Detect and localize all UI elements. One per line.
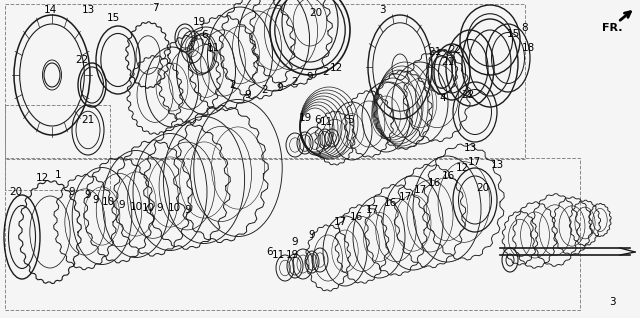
Text: 16: 16 (349, 212, 363, 222)
Text: 17: 17 (365, 205, 379, 215)
Text: 22: 22 (449, 45, 461, 55)
Text: 8: 8 (522, 23, 528, 33)
Text: 9: 9 (68, 187, 76, 197)
Text: 12: 12 (35, 173, 49, 183)
Text: 22: 22 (76, 55, 88, 65)
Bar (5, 4, 525, 159)
Text: 17: 17 (333, 217, 347, 227)
Text: 11: 11 (271, 250, 285, 260)
Text: 11: 11 (319, 117, 333, 127)
Text: 18: 18 (522, 43, 534, 53)
Text: 20: 20 (10, 187, 22, 197)
Text: 9: 9 (157, 203, 163, 213)
Text: 19: 19 (285, 250, 299, 260)
Text: 16: 16 (442, 171, 454, 181)
Text: 2: 2 (262, 85, 268, 95)
Text: 11: 11 (206, 43, 220, 53)
Text: 6: 6 (267, 247, 273, 257)
Text: 16: 16 (428, 178, 440, 188)
Text: 15: 15 (106, 13, 120, 23)
Text: 6: 6 (202, 30, 208, 40)
Text: 20: 20 (309, 8, 323, 18)
Text: 9: 9 (307, 72, 314, 82)
Text: 9: 9 (308, 230, 316, 240)
Text: 2: 2 (323, 67, 330, 77)
Text: 9: 9 (244, 90, 252, 100)
Text: 9: 9 (276, 83, 284, 93)
Text: FR.: FR. (602, 23, 622, 33)
Text: 19: 19 (298, 113, 312, 123)
Bar (5, 105, 110, 190)
Text: 2: 2 (230, 80, 236, 90)
Text: 19: 19 (193, 17, 205, 27)
Text: 1: 1 (54, 170, 61, 180)
Text: 5: 5 (347, 115, 353, 125)
Text: 17: 17 (467, 157, 481, 167)
Text: 12: 12 (456, 163, 468, 173)
Text: 10: 10 (141, 203, 155, 213)
Text: 4: 4 (440, 93, 446, 103)
Text: 13: 13 (490, 160, 504, 170)
Text: 16: 16 (383, 198, 397, 208)
Text: 9: 9 (93, 195, 99, 205)
Text: 13: 13 (81, 5, 95, 15)
Text: 10: 10 (168, 203, 180, 213)
Text: 3: 3 (609, 297, 615, 307)
Text: 10: 10 (101, 197, 115, 207)
Text: 9: 9 (84, 190, 92, 200)
Bar (5, 158, 580, 310)
Text: 12: 12 (330, 63, 342, 73)
Text: 13: 13 (463, 143, 477, 153)
Text: 7: 7 (152, 3, 158, 13)
Text: 3: 3 (379, 5, 385, 15)
Text: 9: 9 (185, 205, 191, 215)
Text: 21: 21 (428, 47, 442, 57)
Text: 15: 15 (506, 29, 520, 39)
Text: 9: 9 (292, 237, 298, 247)
Text: 10: 10 (129, 202, 143, 212)
Text: 17: 17 (413, 185, 427, 195)
Text: 22: 22 (461, 90, 475, 100)
Text: 20: 20 (476, 183, 490, 193)
Text: 9: 9 (118, 200, 125, 210)
Text: 6: 6 (315, 115, 321, 125)
Text: 17: 17 (398, 192, 412, 202)
Text: 2: 2 (292, 77, 298, 87)
Text: 14: 14 (44, 5, 56, 15)
Text: 21: 21 (81, 115, 95, 125)
Text: 21: 21 (442, 57, 454, 67)
